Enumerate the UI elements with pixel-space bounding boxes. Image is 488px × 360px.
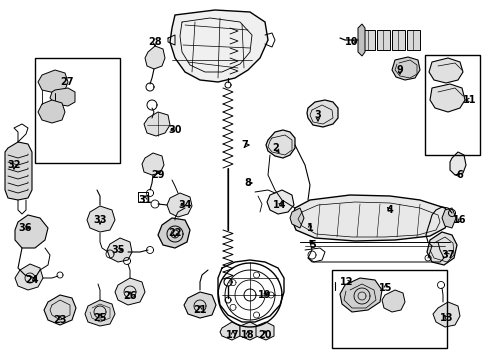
- Polygon shape: [145, 46, 164, 69]
- Text: 35: 35: [111, 245, 124, 255]
- Polygon shape: [142, 153, 163, 175]
- Polygon shape: [85, 300, 115, 326]
- Text: 14: 14: [273, 200, 286, 210]
- Polygon shape: [391, 57, 419, 80]
- Polygon shape: [339, 278, 381, 312]
- Polygon shape: [87, 206, 115, 232]
- Text: 18: 18: [241, 330, 254, 340]
- Polygon shape: [429, 84, 464, 112]
- Polygon shape: [15, 264, 43, 290]
- Text: 20: 20: [258, 330, 271, 340]
- Polygon shape: [361, 30, 374, 50]
- Bar: [331, 270, 446, 348]
- Polygon shape: [406, 30, 419, 50]
- Polygon shape: [376, 30, 389, 50]
- Polygon shape: [381, 290, 404, 312]
- Text: 10: 10: [345, 37, 358, 47]
- Polygon shape: [220, 322, 240, 340]
- Text: 8: 8: [244, 178, 251, 188]
- Bar: [424, 55, 479, 155]
- Polygon shape: [256, 322, 273, 340]
- Text: 36: 36: [18, 223, 32, 233]
- Polygon shape: [115, 278, 145, 305]
- Text: 6: 6: [456, 170, 463, 180]
- Text: 13: 13: [439, 313, 453, 323]
- Polygon shape: [306, 100, 337, 127]
- Text: 33: 33: [93, 215, 106, 225]
- Polygon shape: [240, 322, 258, 340]
- Text: 7: 7: [241, 140, 248, 150]
- Polygon shape: [357, 24, 364, 56]
- Polygon shape: [265, 130, 294, 158]
- Polygon shape: [5, 142, 32, 200]
- Polygon shape: [291, 195, 449, 241]
- Polygon shape: [44, 295, 76, 325]
- Polygon shape: [107, 238, 132, 262]
- Polygon shape: [441, 208, 455, 228]
- Polygon shape: [38, 70, 68, 93]
- Polygon shape: [289, 208, 304, 228]
- Text: 24: 24: [25, 275, 39, 285]
- Text: 2: 2: [272, 143, 279, 153]
- Polygon shape: [158, 218, 190, 248]
- Polygon shape: [432, 302, 459, 327]
- Text: 17: 17: [226, 330, 239, 340]
- Text: 4: 4: [386, 205, 392, 215]
- Text: 34: 34: [178, 200, 191, 210]
- Text: 23: 23: [53, 315, 67, 325]
- Polygon shape: [183, 292, 216, 318]
- Text: 32: 32: [7, 160, 20, 170]
- Text: 27: 27: [60, 77, 74, 87]
- Text: 1: 1: [306, 223, 313, 233]
- Text: 19: 19: [258, 290, 271, 300]
- Text: 3: 3: [314, 110, 321, 120]
- Polygon shape: [426, 232, 456, 265]
- Polygon shape: [170, 10, 267, 82]
- Text: 30: 30: [168, 125, 182, 135]
- Polygon shape: [449, 152, 465, 175]
- Polygon shape: [50, 88, 75, 106]
- Text: 37: 37: [440, 250, 454, 260]
- Text: 22: 22: [168, 228, 182, 238]
- Text: 16: 16: [452, 215, 466, 225]
- Text: 28: 28: [148, 37, 162, 47]
- Text: 25: 25: [93, 313, 106, 323]
- Text: 12: 12: [340, 277, 353, 287]
- Polygon shape: [167, 193, 192, 217]
- Polygon shape: [143, 112, 170, 136]
- Text: 11: 11: [462, 95, 476, 105]
- Polygon shape: [391, 30, 404, 50]
- Text: 21: 21: [193, 305, 206, 315]
- Text: 15: 15: [379, 283, 392, 293]
- Polygon shape: [266, 190, 293, 214]
- Polygon shape: [38, 100, 65, 123]
- Bar: [35, 58, 120, 163]
- Text: 5: 5: [309, 240, 316, 250]
- Text: 29: 29: [151, 170, 164, 180]
- Text: 9: 9: [396, 65, 403, 75]
- Text: 31: 31: [138, 195, 151, 205]
- Text: 26: 26: [123, 291, 137, 301]
- Polygon shape: [428, 58, 462, 83]
- Polygon shape: [15, 215, 48, 248]
